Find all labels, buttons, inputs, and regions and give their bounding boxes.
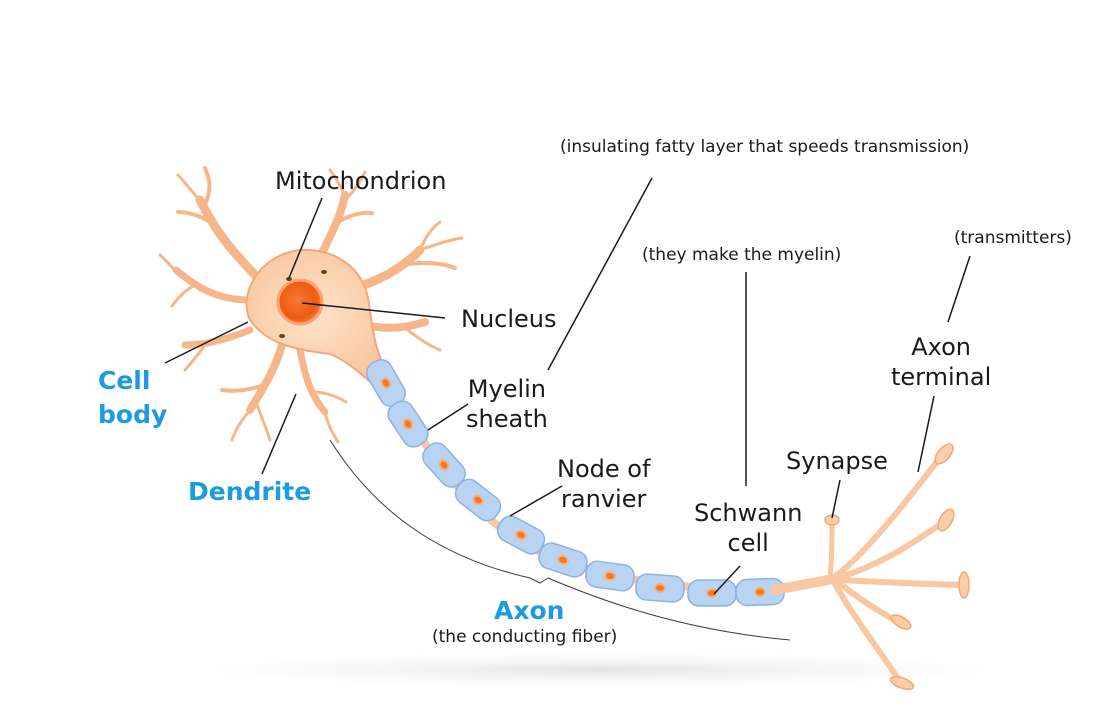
axon-note: (the conducting fiber) (432, 627, 618, 647)
node-of-ranvier-label: Node of ranvier (557, 454, 650, 514)
myelin-sheath-line-2: sheath (466, 405, 548, 433)
synapse-label: Synapse (786, 447, 888, 475)
cell-body-line-2: body (98, 400, 168, 429)
transmitters-note: (transmitters) (954, 228, 1072, 248)
schwann-line-1: Schwann (694, 499, 803, 527)
axon-terminal-buttons (824, 443, 970, 690)
myelin-segments (366, 358, 785, 607)
axon-terminal-line-1: Axon (911, 333, 972, 361)
myelin-segment (387, 400, 429, 448)
myelin-segment (635, 573, 685, 603)
node-line-1: Node of (557, 455, 651, 483)
mitochondria-dots (279, 270, 327, 338)
cell-body-label: Cell body (98, 364, 167, 432)
myelin-sheath-label: Myelin sheath (466, 374, 548, 434)
axon-terminal-line-2: terminal (891, 363, 992, 391)
node-line-2: ranvier (561, 485, 647, 513)
schwann-note: (they make the myelin) (642, 245, 842, 265)
axon-bracket (329, 439, 791, 641)
nucleus-shape (276, 278, 324, 326)
schwann-cell-label: Schwann cell (694, 498, 802, 558)
myelin-segment (496, 515, 546, 555)
mitochondrion-label: Mitochondrion (275, 167, 447, 195)
ground-shadow (100, 648, 1100, 692)
dendrite-label: Dendrite (188, 477, 312, 506)
schwann-line-2: cell (727, 529, 769, 557)
myelin-segment (585, 560, 635, 592)
leader-lines (164, 177, 971, 595)
nucleus-label: Nucleus (461, 305, 557, 333)
myelin-segment (687, 579, 737, 607)
cell-body-line-1: Cell (98, 366, 151, 395)
myelin-note: (insulating fatty layer that speeds tran… (560, 137, 970, 157)
myelin-sheath-line-1: Myelin (467, 375, 547, 403)
axon-terminal-branches (770, 452, 965, 685)
myelin-segment (454, 478, 502, 522)
axon-label: Axon (494, 596, 565, 625)
axon-terminal-label: Axon terminal (891, 332, 991, 392)
myelin-segment (538, 542, 588, 578)
